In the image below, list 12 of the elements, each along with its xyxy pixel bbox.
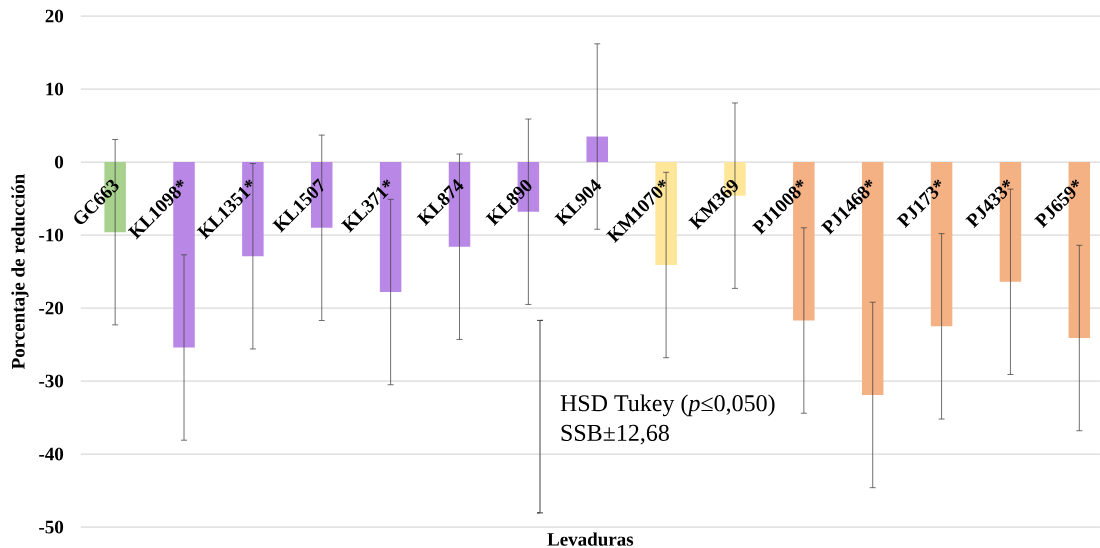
y-tick-label: -40 <box>39 447 64 461</box>
y-tick-label: -50 <box>39 520 64 534</box>
annotation: SSB±12,68 <box>561 424 669 445</box>
annotation: HSD Tukey (p≤0,050) <box>560 394 775 417</box>
y-tick-label: -10 <box>39 228 64 242</box>
x-axis-title: Levaduras <box>547 532 634 546</box>
y-tick-label: 10 <box>46 82 64 96</box>
y-tick-label: -20 <box>39 301 64 315</box>
y-axis-title: Porcentaje de reducción <box>11 174 29 370</box>
y-tick-label: -30 <box>39 374 64 388</box>
y-tick-label: 0 <box>55 155 64 169</box>
y-tick-label: 20 <box>45 9 64 23</box>
